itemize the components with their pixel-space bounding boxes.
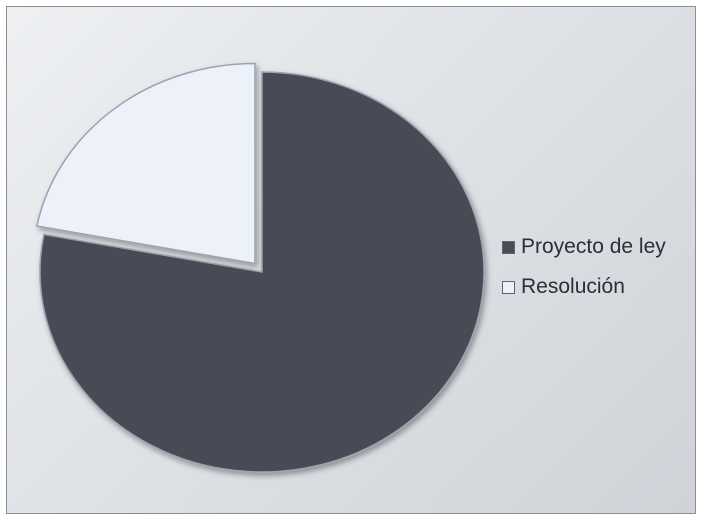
pie-slice-resolucion [36,62,256,265]
legend-item-proyecto-de-ley: Proyecto de ley [502,227,666,267]
legend-swatch-proyecto-de-ley [502,240,515,254]
legend-label-resolucion: Resolución [521,275,625,298]
legend: Proyecto de ley Resolución [502,227,666,307]
legend-swatch-resolucion [502,280,515,294]
pie-slice-proyecto-de-ley [39,71,485,473]
legend-label-proyecto-de-ley: Proyecto de ley [521,235,666,258]
legend-item-resolucion: Resolución [502,267,666,307]
